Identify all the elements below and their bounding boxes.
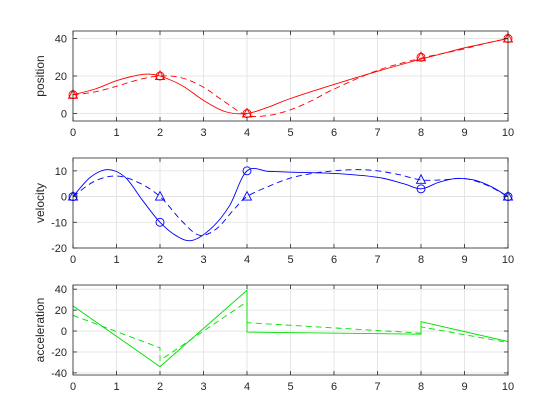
x-tick-label: 9 <box>461 127 467 139</box>
x-tick-label: 5 <box>287 254 293 266</box>
x-tick-label: 10 <box>502 381 514 393</box>
y-tick-label: -40 <box>51 368 67 380</box>
triangle-marker <box>415 51 427 62</box>
y-tick-label: 20 <box>55 305 67 317</box>
subplot-3: 0 1 2 3 4 5 6 7 8 9 10 -40 -20 0 20 40 acceleration <box>33 284 514 393</box>
x-tick-label: 3 <box>200 381 206 393</box>
y-tick-label: 40 <box>55 34 67 46</box>
y-tick-label: 20 <box>55 71 67 83</box>
y-tick-label: -10 <box>51 217 67 229</box>
x-tick-label: 0 <box>70 127 76 139</box>
triangle-marker <box>154 190 166 201</box>
x-tick-label: 8 <box>418 127 424 139</box>
series-dashed-line <box>73 300 508 362</box>
x-tick-label: 5 <box>287 127 293 139</box>
series-dashed-line <box>73 169 508 236</box>
series-solid-line <box>73 168 508 242</box>
circle-marker <box>416 52 426 62</box>
x-tick-label: 4 <box>244 254 250 266</box>
x-tick-label: 9 <box>461 254 467 266</box>
y-tick-label: 10 <box>55 166 67 178</box>
y-axis-label: position <box>33 55 47 96</box>
circle-marker <box>155 217 165 227</box>
x-tick-label: 10 <box>502 254 514 266</box>
y-axis-label: acceleration <box>33 298 47 363</box>
triangle-marker <box>415 173 427 184</box>
x-tick-label: 3 <box>200 254 206 266</box>
x-tick-label: 2 <box>157 254 163 266</box>
x-tick-label: 10 <box>502 127 514 139</box>
y-axis-label: velocity <box>33 183 47 223</box>
triangle-marker <box>154 70 166 80</box>
x-tick-label: 3 <box>200 127 206 139</box>
data-layer <box>73 38 508 118</box>
triangle-marker <box>241 190 253 201</box>
x-tick-label: 6 <box>331 254 337 266</box>
x-tick-label: 6 <box>331 381 337 393</box>
circle-marker <box>155 71 165 81</box>
data-layer <box>73 168 508 242</box>
x-tick-label: 0 <box>70 381 76 393</box>
x-tick-label: 8 <box>418 381 424 393</box>
y-tick-label: -20 <box>51 243 67 255</box>
series-dashed-line <box>73 38 508 118</box>
y-tick-label: 0 <box>61 326 67 338</box>
x-tick-label: 7 <box>374 127 380 139</box>
y-tick-label: -20 <box>51 347 67 359</box>
subplot-1: 0 1 2 3 4 5 6 7 8 9 10 0 20 40 position <box>33 30 514 139</box>
x-tick-label: 7 <box>374 381 380 393</box>
x-tick-label: 5 <box>287 381 293 393</box>
y-tick-label: 0 <box>61 109 67 121</box>
x-tick-label: 4 <box>244 127 250 139</box>
y-tick-label: 0 <box>61 192 67 204</box>
x-tick-label: 4 <box>244 381 250 393</box>
circle-marker <box>242 166 252 176</box>
x-tick-label: 1 <box>113 127 119 139</box>
x-tick-label: 0 <box>70 254 76 266</box>
series-solid-line <box>73 289 508 368</box>
x-tick-label: 1 <box>113 254 119 266</box>
circle-marker <box>416 184 426 194</box>
x-tick-label: 2 <box>157 127 163 139</box>
y-tick-label: 40 <box>55 284 67 296</box>
x-tick-label: 9 <box>461 381 467 393</box>
x-tick-label: 1 <box>113 381 119 393</box>
x-tick-label: 7 <box>374 254 380 266</box>
x-tick-label: 2 <box>157 381 163 393</box>
data-layer <box>73 289 508 368</box>
x-tick-label: 6 <box>331 127 337 139</box>
subplot-2: 0 1 2 3 4 5 6 7 8 9 10 -20 -10 0 10 velocity <box>33 157 514 266</box>
x-tick-label: 8 <box>418 254 424 266</box>
